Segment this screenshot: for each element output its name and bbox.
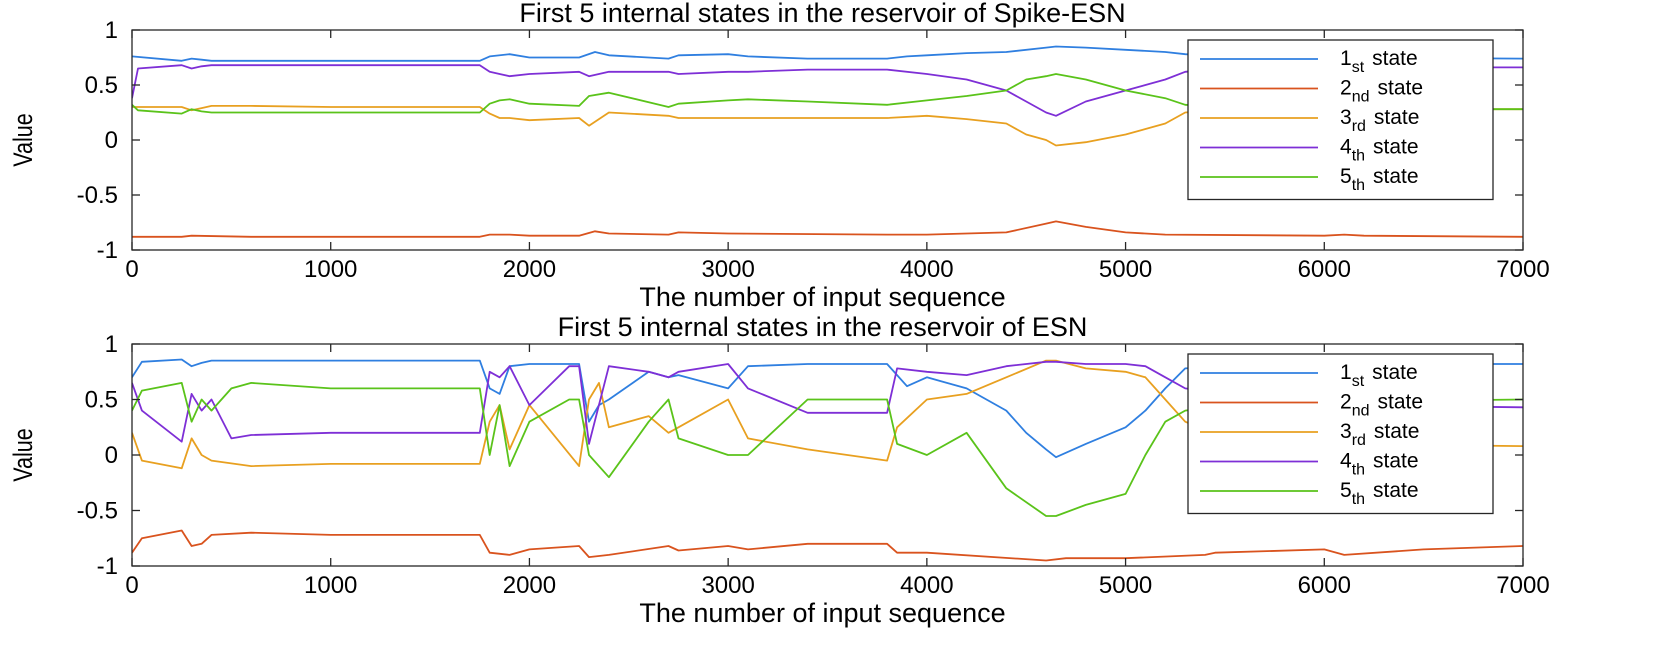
x-tick-label: 2000 [503, 572, 556, 599]
legend-entry-1: 1st state [1340, 47, 1418, 76]
series-line-4 [132, 360, 1523, 445]
y-tick-label: -1 [97, 237, 118, 264]
y-tick-label: -0.5 [77, 498, 118, 525]
series-line-4 [132, 64, 1523, 117]
legend-entry-5: 5th state [1340, 479, 1419, 508]
series-line-3 [132, 359, 1523, 470]
x-tick-label: 2000 [503, 256, 556, 283]
legend-entry-4: 4th state [1340, 136, 1419, 165]
series-line-5 [132, 73, 1523, 115]
chart-panel-1: First 5 internal states in the reservoir… [9, 0, 1550, 312]
x-tick-label: 1000 [304, 256, 357, 283]
y-tick-label: 0.5 [85, 72, 118, 99]
y-tick-label: 0 [105, 127, 118, 154]
x-tick-label: 6000 [1298, 572, 1351, 599]
series-line-2 [132, 220, 1523, 238]
legend-entry-3: 3rd state [1340, 106, 1419, 135]
series-line-1 [132, 45, 1523, 62]
legend-entry-4: 4th state [1340, 450, 1419, 479]
y-axis-label: Value [9, 428, 39, 482]
x-tick-label: 3000 [701, 256, 754, 283]
series-group [132, 358, 1523, 562]
x-tick-label: 5000 [1099, 256, 1152, 283]
chart-panel-2: First 5 internal states in the reservoir… [9, 312, 1550, 628]
y-tick-label: 0 [105, 442, 118, 469]
x-tick-label: 0 [125, 572, 138, 599]
y-tick-label: 1 [105, 17, 118, 44]
y-tick-label: 1 [105, 331, 118, 358]
legend-entry-2: 2nd state [1340, 391, 1423, 420]
y-axis-label: Value [9, 113, 39, 167]
x-tick-label: 7000 [1496, 256, 1549, 283]
legend-entry-1: 1st state [1340, 361, 1418, 390]
series-line-5 [132, 382, 1523, 517]
legend-box [1187, 39, 1494, 201]
x-axis-label: The number of input sequence [639, 282, 1005, 312]
x-tick-label: 4000 [900, 256, 953, 283]
x-tick-label: 0 [125, 256, 138, 283]
series-line-2 [132, 529, 1523, 562]
legend-box [1187, 353, 1494, 515]
legend-entry-5: 5th state [1340, 165, 1419, 194]
legend-entry-3: 3rd state [1340, 420, 1419, 449]
chart-title: First 5 internal states in the reservoir… [558, 312, 1088, 342]
x-tick-label: 3000 [701, 572, 754, 599]
x-tick-label: 6000 [1298, 256, 1351, 283]
series-line-1 [132, 358, 1523, 459]
y-tick-label: -0.5 [77, 182, 118, 209]
legend-entry-2: 2nd state [1340, 77, 1423, 106]
x-tick-label: 4000 [900, 572, 953, 599]
x-tick-label: 7000 [1496, 572, 1549, 599]
y-tick-label: 0.5 [85, 387, 118, 414]
y-tick-label: -1 [97, 553, 118, 580]
x-axis-label: The number of input sequence [639, 598, 1005, 628]
x-tick-label: 5000 [1099, 572, 1152, 599]
x-tick-label: 1000 [304, 572, 357, 599]
series-line-3 [132, 105, 1523, 147]
chart-title: First 5 internal states in the reservoir… [519, 0, 1125, 28]
series-group [132, 45, 1523, 238]
